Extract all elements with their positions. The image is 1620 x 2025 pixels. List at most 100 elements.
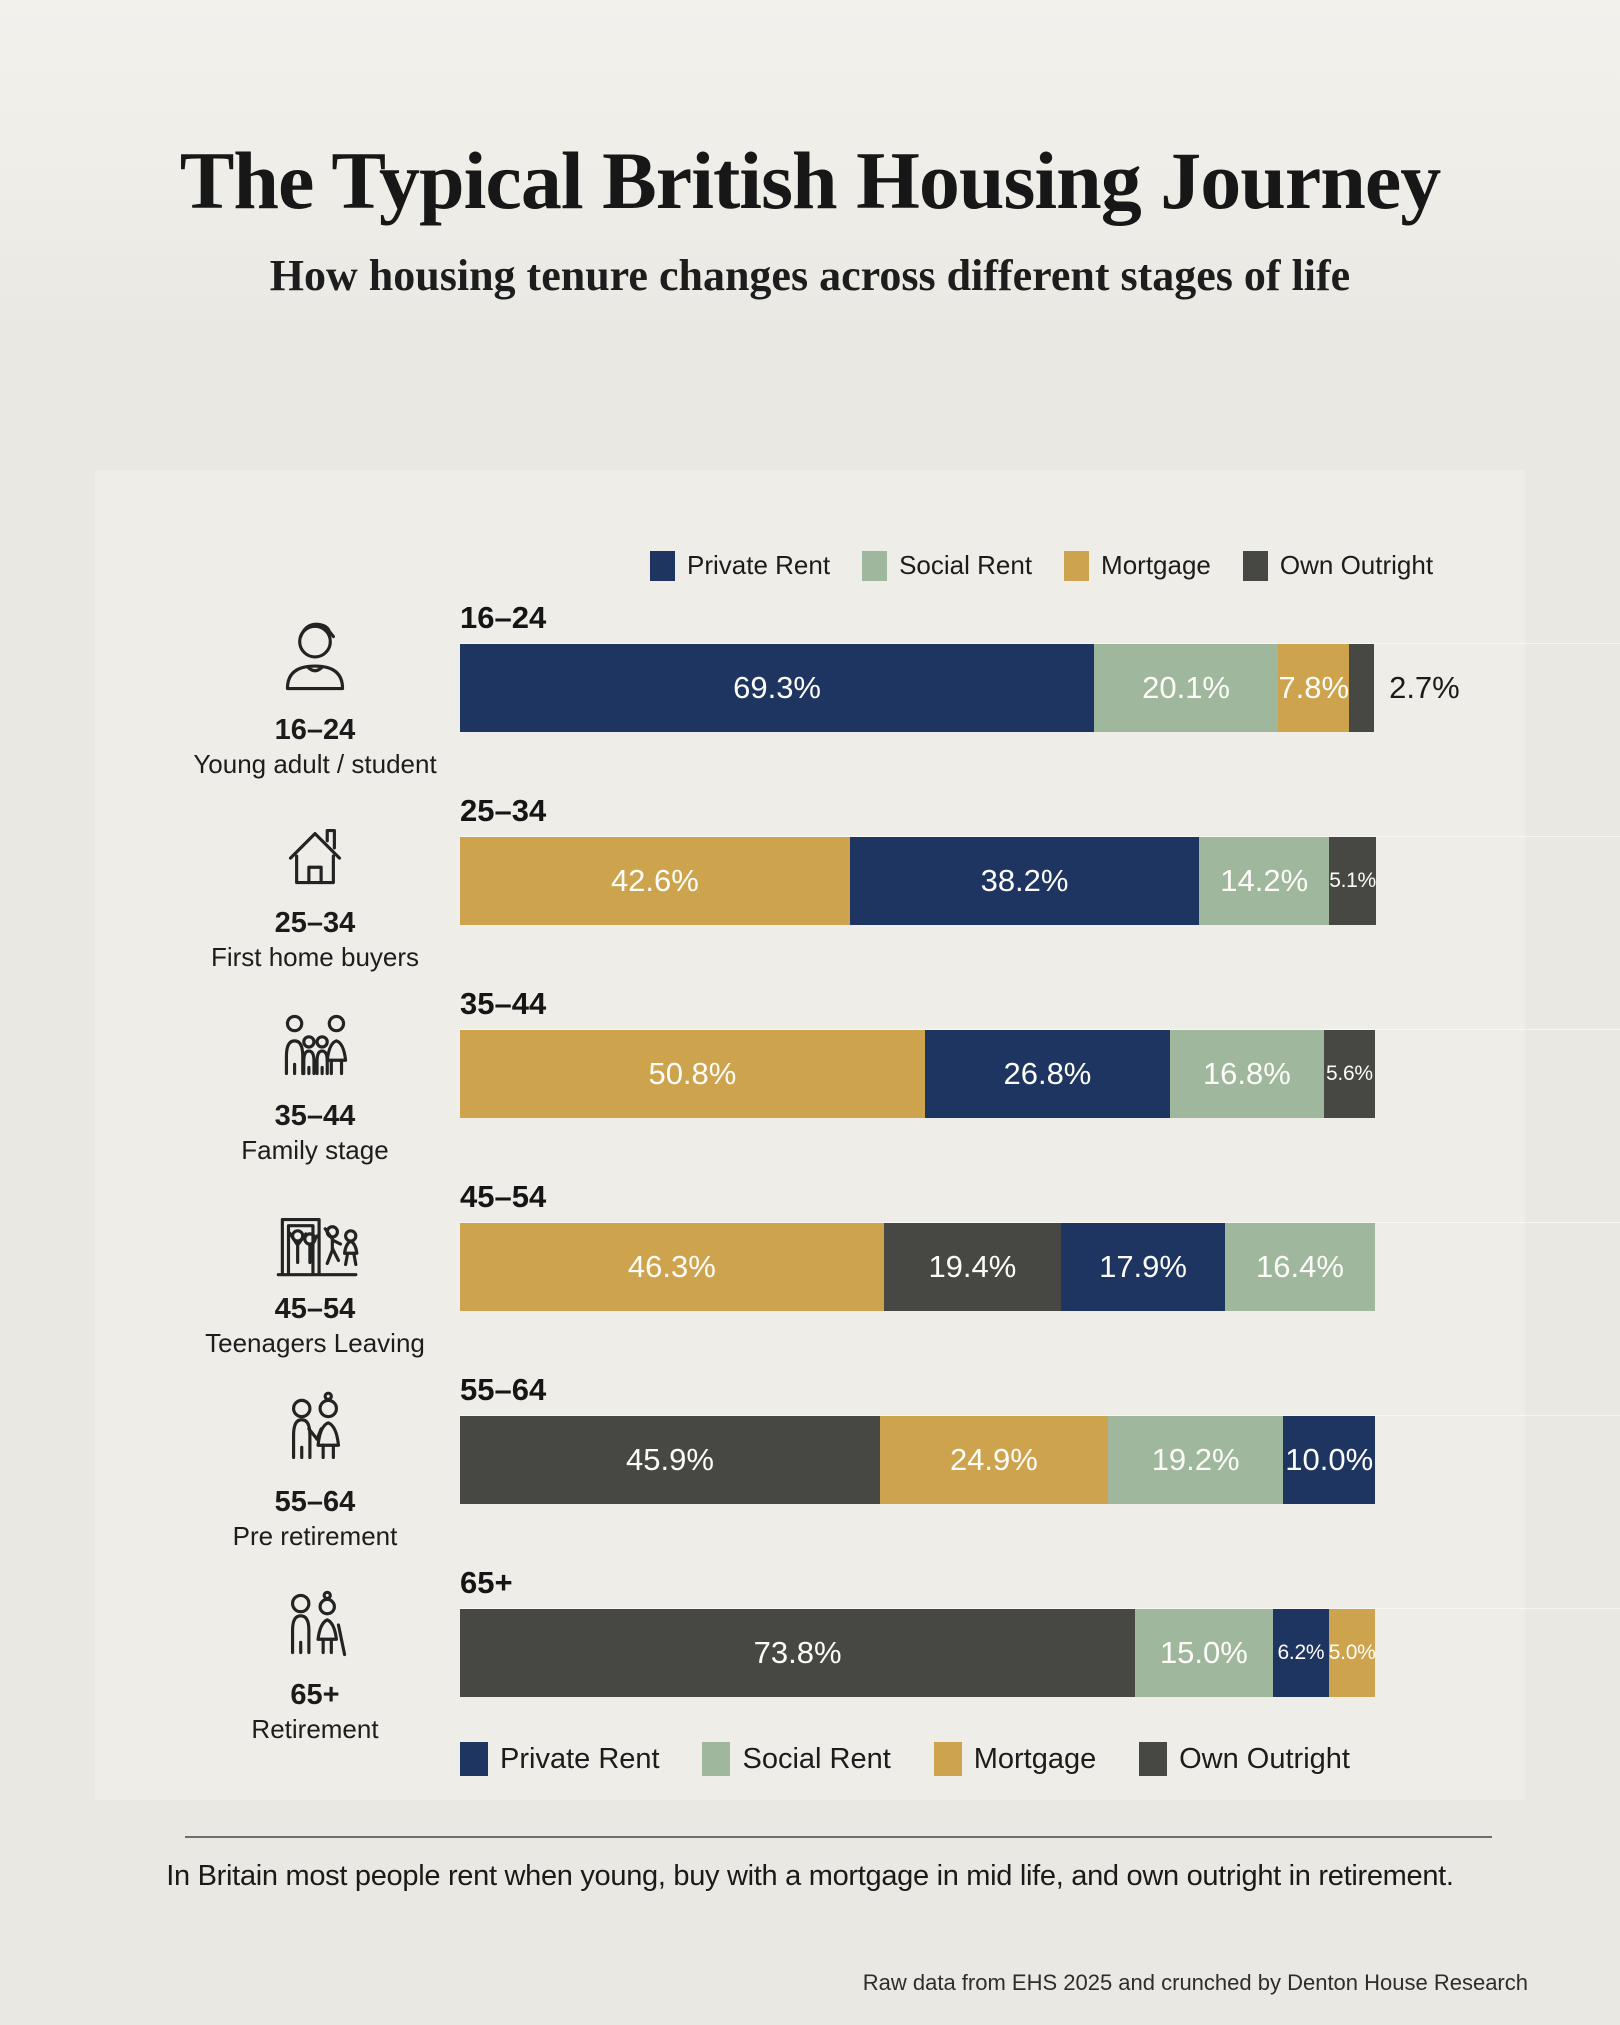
bar-age-heading: 55–64 bbox=[460, 1372, 547, 1407]
bar-segment-private-rent: 38.2% bbox=[849, 837, 1200, 925]
bar-segment-mortgage: 46.3% bbox=[460, 1223, 884, 1311]
age-group-row-65-: 65+ Retirement 65+ 73.8% 15.0% 6.2% 5.0% bbox=[0, 1563, 1620, 1756]
page-title: The Typical British Housing Journey bbox=[179, 135, 1442, 226]
bar-age-heading: 25–34 bbox=[460, 793, 547, 828]
social-rent-swatch-icon bbox=[862, 550, 888, 581]
bar-chart: 16–24 Young adult / student 16–24 69.3% 20.1… bbox=[0, 598, 1620, 1756]
stage-info: 65+ Retirement bbox=[150, 1563, 480, 1756]
stacked-bar: 45.9% 24.9% 19.2% 10.0% bbox=[460, 1416, 1620, 1504]
segment-value-label: 5.6% bbox=[1326, 1062, 1373, 1085]
segment-value-label: 45.9% bbox=[626, 1442, 714, 1477]
divider-rule bbox=[185, 1836, 1492, 1838]
age-group-row-16-24: 16–24 Young adult / student 16–24 69.3% 20.1… bbox=[0, 598, 1620, 791]
mortgage-swatch-icon bbox=[933, 1742, 962, 1776]
bar-segment-mortgage: 24.9% bbox=[879, 1416, 1108, 1504]
bar-segment-social-rent: 14.2% bbox=[1199, 837, 1330, 925]
legend-label: Mortgage bbox=[1101, 550, 1211, 580]
stacked-bar: 46.3% 19.4% 17.9% 16.4% bbox=[460, 1223, 1620, 1311]
stacked-bar: 42.6% 38.2% 14.2% 5.1% bbox=[460, 837, 1620, 925]
bar-segment-social-rent: 15.0% bbox=[1135, 1609, 1273, 1697]
summary-caption: In Britain most people rent when young, … bbox=[166, 1860, 1454, 1892]
stage-info: 16–24 Young adult / student bbox=[150, 598, 480, 791]
bar-track: 42.6% 38.2% 14.2% 5.1% bbox=[460, 837, 1620, 925]
life-stage-label: First home buyers bbox=[210, 941, 420, 972]
bar-segment-own-outright: 5.6% bbox=[1323, 1030, 1375, 1118]
legend-item-social-rent: Social Rent bbox=[862, 550, 1032, 581]
bar-track: 69.3% 20.1% 7.8% 2.7% bbox=[460, 644, 1620, 732]
segment-value-label: 42.6% bbox=[610, 863, 699, 898]
segment-value-label: 24.9% bbox=[949, 1442, 1038, 1477]
bar-group: 45–54 46.3% 19.4% 17.9% 16.4% bbox=[460, 1177, 1620, 1311]
segment-value-label: 5.1% bbox=[1329, 869, 1376, 892]
bar-segment-own-outright bbox=[1349, 644, 1375, 732]
stage-info: 55–64 Pre retirement bbox=[150, 1370, 480, 1563]
bar-age-heading: 65+ bbox=[460, 1565, 513, 1600]
bar-segment-private-rent: 10.0% bbox=[1283, 1416, 1375, 1504]
bar-segment-private-rent: 26.8% bbox=[924, 1030, 1171, 1118]
legend-item-private-rent: Private Rent bbox=[460, 1742, 660, 1776]
segment-value-label: 17.9% bbox=[1099, 1249, 1187, 1284]
header: The Typical British Housing Journey How … bbox=[0, 135, 1620, 301]
bar-segment-mortgage: 42.6% bbox=[460, 837, 850, 925]
segment-value-label: 16.8% bbox=[1202, 1056, 1291, 1091]
legend-item-social-rent: Social Rent bbox=[702, 1742, 891, 1776]
bar-segment-social-rent: 19.2% bbox=[1107, 1416, 1284, 1504]
social-rent-swatch-icon bbox=[702, 1742, 731, 1776]
bar-age-heading: 45–54 bbox=[460, 1179, 547, 1214]
bar-segment-mortgage: 50.8% bbox=[460, 1030, 925, 1118]
legend-item-mortgage: Mortgage bbox=[933, 1742, 1096, 1776]
legend-label: Own Outright bbox=[1179, 1742, 1350, 1775]
legend-label: Social Rent bbox=[742, 1742, 891, 1775]
bar-segment-own-outright: 19.4% bbox=[883, 1223, 1062, 1311]
stage-info: 45–54 Teenagers Leaving bbox=[150, 1177, 480, 1370]
young-adult-icon bbox=[264, 610, 366, 712]
segment-value-label: 46.3% bbox=[627, 1249, 716, 1284]
bar-age-heading: 16–24 bbox=[460, 600, 547, 635]
bar-group: 65+ 73.8% 15.0% 6.2% 5.0% bbox=[460, 1563, 1620, 1697]
bar-segment-own-outright: 5.1% bbox=[1329, 837, 1376, 925]
bar-group: 16–24 69.3% 20.1% 7.8% 2.7% bbox=[460, 598, 1620, 732]
life-stage-label: Teenagers Leaving bbox=[205, 1327, 425, 1358]
teenagers-leaving-icon bbox=[264, 1189, 366, 1291]
age-range-label: 45–54 bbox=[274, 1292, 356, 1325]
segment-value-label: 14.2% bbox=[1220, 863, 1309, 898]
bar-group: 25–34 42.6% 38.2% 14.2% 5.1% bbox=[460, 791, 1620, 925]
family-icon bbox=[264, 996, 366, 1098]
segment-value-label: 50.8% bbox=[648, 1056, 737, 1091]
bar-segment-private-rent: 6.2% bbox=[1272, 1609, 1330, 1697]
segment-value-label: 7.8% bbox=[1278, 670, 1350, 705]
age-group-row-55-64: 55–64 Pre retirement 55–64 45.9% 24.9% 19.2% 1… bbox=[0, 1370, 1620, 1563]
private-rent-swatch-icon bbox=[460, 1742, 488, 1776]
segment-value-label: 69.3% bbox=[733, 670, 821, 705]
stage-info: 35–44 Family stage bbox=[150, 984, 480, 1177]
segment-value-label: 19.2% bbox=[1151, 1442, 1240, 1477]
segment-value-label: 16.4% bbox=[1255, 1249, 1344, 1284]
legend-label: Social Rent bbox=[899, 550, 1033, 580]
segment-value-label: 73.8% bbox=[753, 1635, 842, 1670]
bar-track: 46.3% 19.4% 17.9% 16.4% bbox=[460, 1223, 1620, 1311]
life-stage-label: Family stage bbox=[241, 1134, 389, 1165]
age-range-label: 35–44 bbox=[274, 1099, 356, 1132]
bar-track: 73.8% 15.0% 6.2% 5.0% bbox=[460, 1609, 1620, 1697]
age-group-row-45-54: 45–54 Teenagers Leaving 45–54 46.3% 19.4% 17.… bbox=[0, 1177, 1620, 1370]
stacked-bar: 50.8% 26.8% 16.8% 5.6% bbox=[460, 1030, 1620, 1118]
segment-value-label: 15.0% bbox=[1159, 1635, 1248, 1670]
bar-segment-social-rent: 20.1% bbox=[1094, 644, 1278, 732]
age-group-row-35-44: 35–44 Family stage 35–44 50.8% 26.8% 16.8% 5.6… bbox=[0, 984, 1620, 1177]
legend-label: Own Outright bbox=[1279, 550, 1434, 580]
bar-segment-mortgage: 5.0% bbox=[1329, 1609, 1375, 1697]
segment-value-label: 20.1% bbox=[1142, 670, 1230, 705]
legend-item-private-rent: Private Rent bbox=[650, 550, 830, 581]
age-group-row-25-34: 25–34 First home buyers 25–34 42.6% 38.2% 14.… bbox=[0, 791, 1620, 984]
outside-value-label-own-outright: 2.7% bbox=[1389, 670, 1460, 705]
stage-info: 25–34 First home buyers bbox=[150, 791, 480, 984]
age-range-label: 16–24 bbox=[274, 713, 356, 746]
bar-segment-mortgage: 7.8% bbox=[1278, 644, 1350, 732]
life-stage-label: Young adult / student bbox=[193, 748, 437, 779]
age-range-label: 25–34 bbox=[274, 906, 356, 939]
bar-group: 35–44 50.8% 26.8% 16.8% 5.6% bbox=[460, 984, 1620, 1118]
bottom-legend: Private Rent Social Rent Mortgage Own Outri… bbox=[460, 1742, 1350, 1776]
bar-track: 45.9% 24.9% 19.2% 10.0% bbox=[460, 1416, 1620, 1504]
legend-label: Private Rent bbox=[687, 550, 831, 580]
